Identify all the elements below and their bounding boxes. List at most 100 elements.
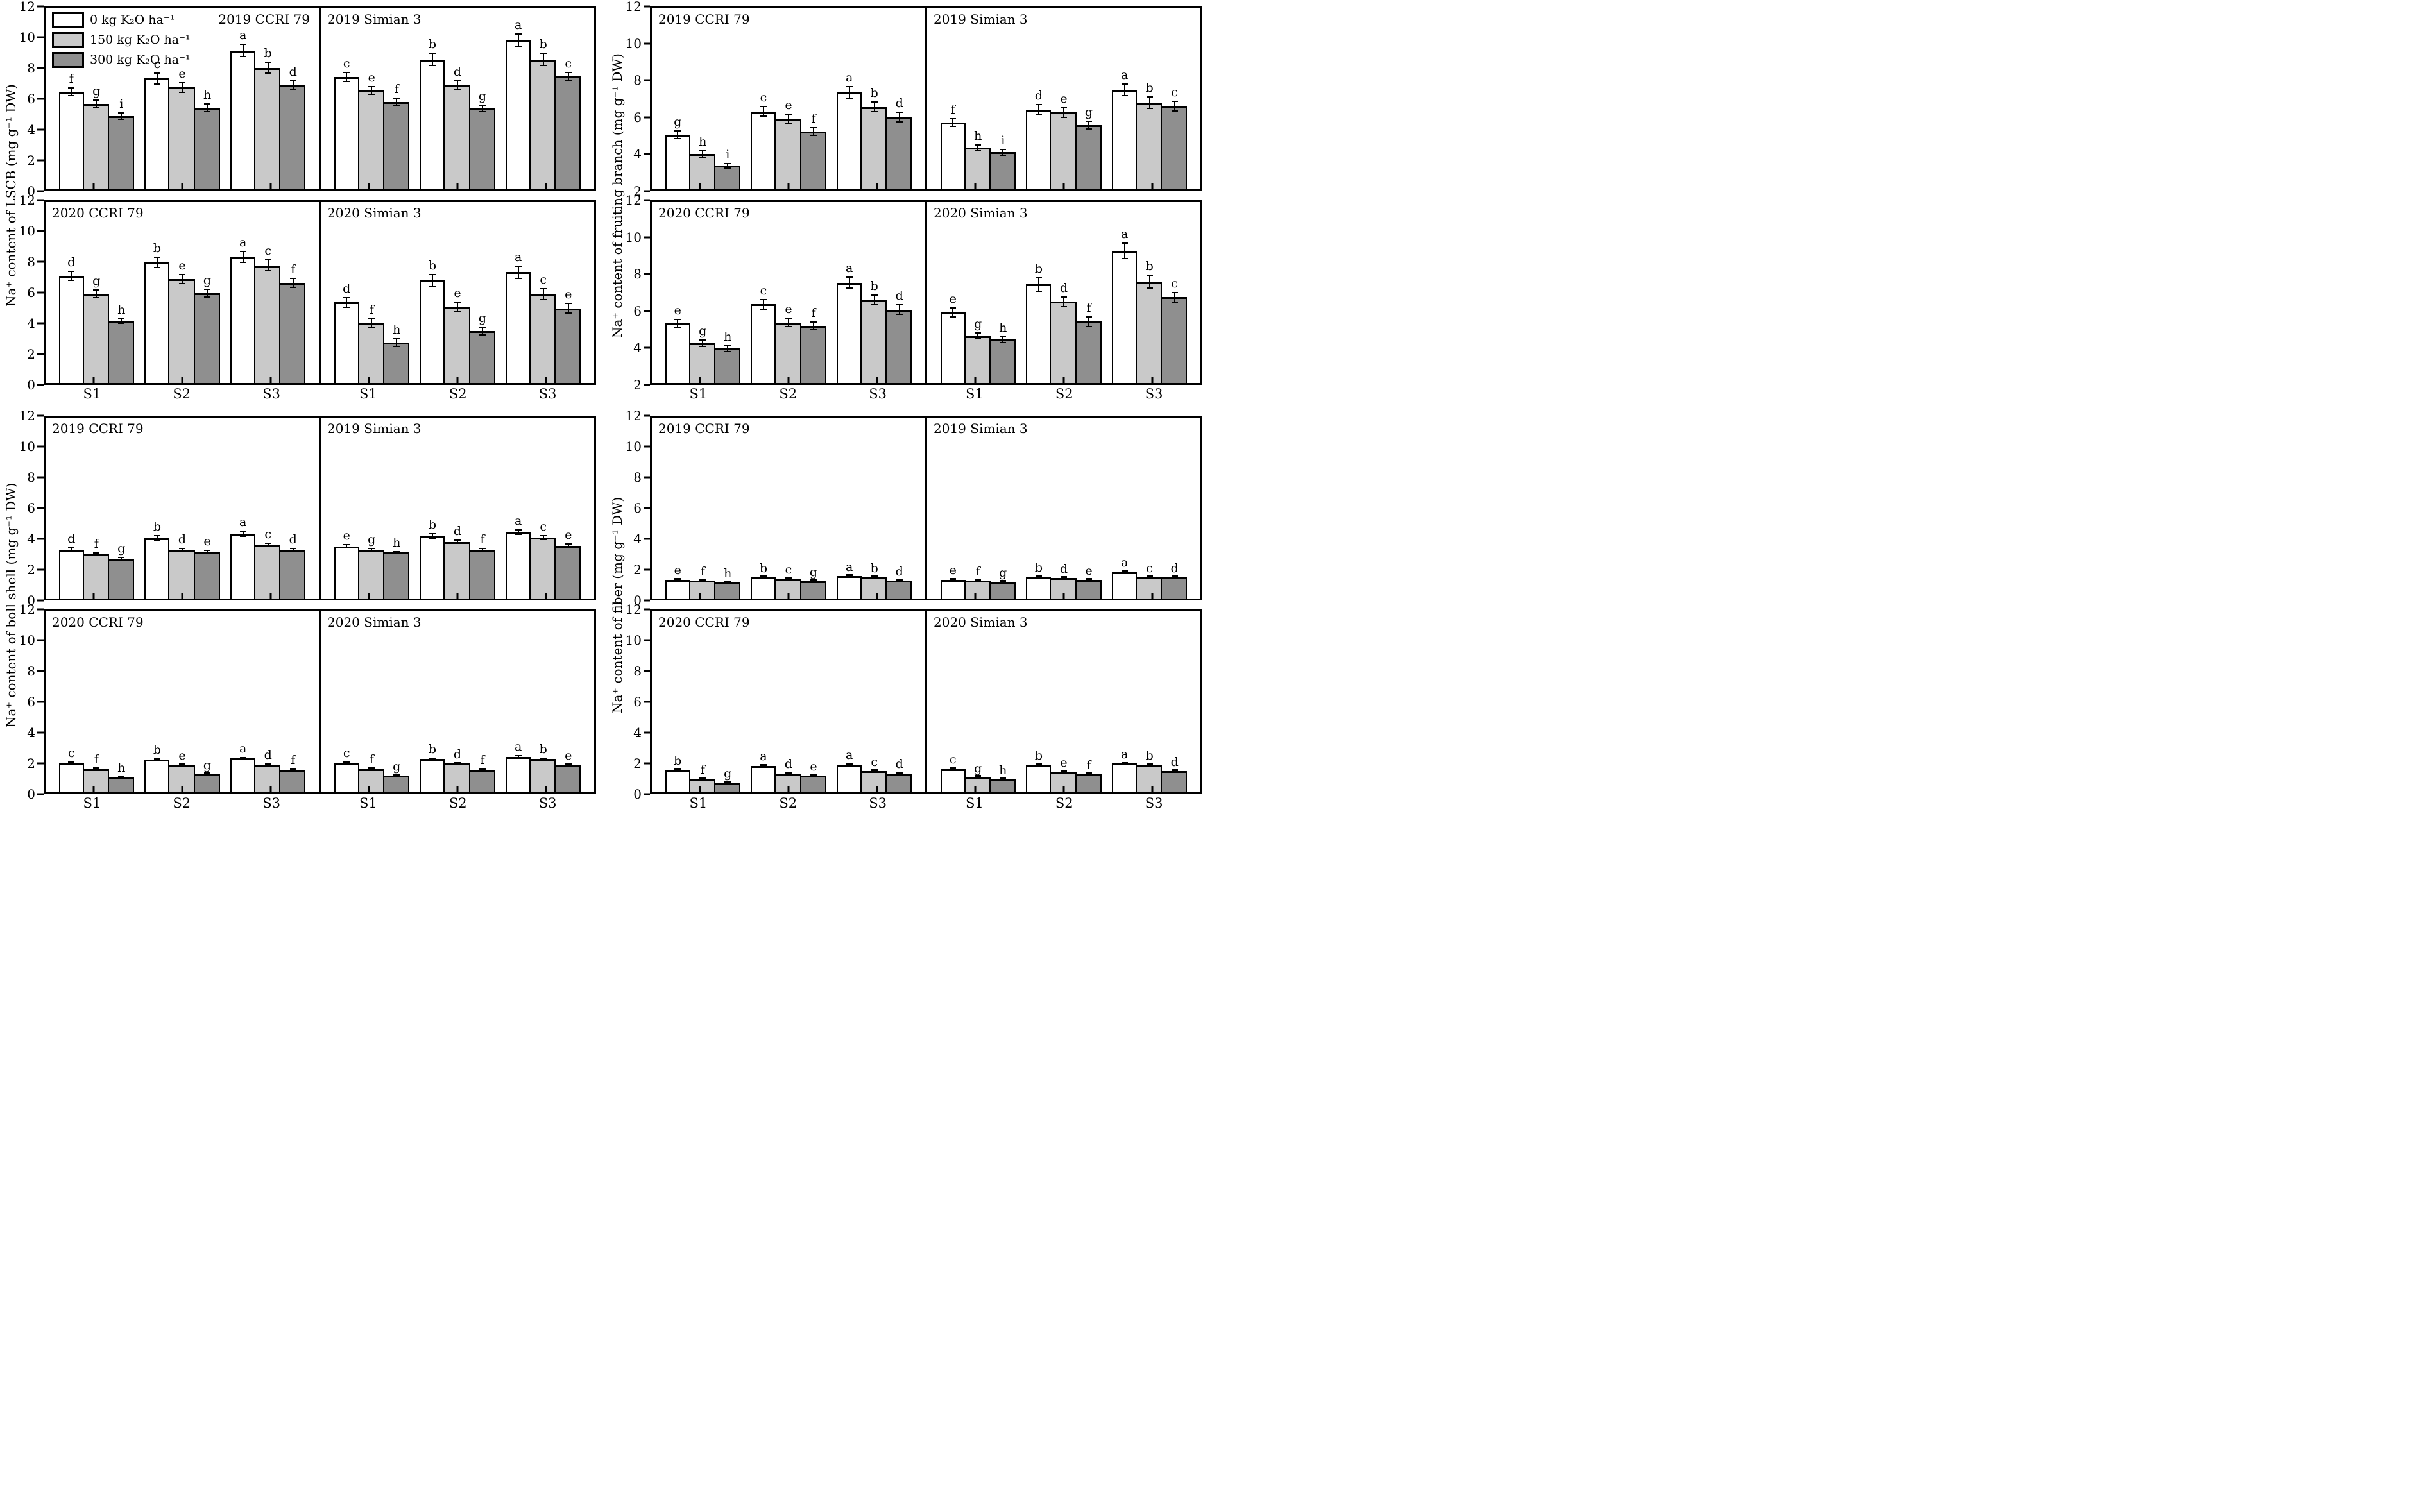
x-category-label: S3 xyxy=(262,795,281,811)
y-tick-label: 6 xyxy=(633,694,642,709)
panel-lscb-2019-ccri-79: 2019 CCRI 79 0 kg K₂O ha⁻¹ 150 kg K₂O ha⁻¹… xyxy=(46,8,319,189)
bar-group-s1: d g h xyxy=(58,202,134,383)
y-tick-mark xyxy=(644,346,650,349)
error-bar xyxy=(454,302,461,312)
bar-series-2 xyxy=(885,117,912,189)
bar-series-1 xyxy=(357,549,384,599)
bar-wrap: g xyxy=(665,8,690,189)
bar-wrap: f xyxy=(279,202,306,383)
y-tick-label: 12 xyxy=(625,602,642,617)
x-tick-mark xyxy=(545,377,547,383)
y-tick-label: 8 xyxy=(27,663,35,679)
bar-series-1 xyxy=(860,106,887,189)
bar-series-1 xyxy=(254,545,281,599)
bar-group-s1: g h i xyxy=(665,8,740,189)
y-tick-mark xyxy=(37,230,44,232)
error-bar xyxy=(204,289,210,298)
bar-group-s3: a b c xyxy=(1112,202,1188,383)
bar-series-2 xyxy=(799,776,826,792)
panel-boll-shell-2019-simian-3: 2019 Simian 3 e g h b d f a c e xyxy=(319,418,594,599)
bar-series-1 xyxy=(529,759,556,792)
panel-row: 2020 CCRI 79 c f h b e g a d f 2020 Simian 3 c f g b d f… xyxy=(44,609,596,794)
bar-wrap: g xyxy=(193,202,220,383)
bar-series-1 xyxy=(774,119,801,189)
bar-series-2 xyxy=(885,773,912,792)
bar-series-2 xyxy=(989,152,1016,189)
y-tick-label: 10 xyxy=(625,633,642,648)
panel-lscb-2019-simian-3: 2019 Simian 3 c e f b d g a b c xyxy=(319,8,594,189)
y-tick-label: 8 xyxy=(633,72,642,89)
panel-title: 2019 CCRI 79 xyxy=(658,421,750,436)
sig-letter: c xyxy=(949,752,957,767)
y-tick-mark xyxy=(37,291,44,294)
bar-series-0 xyxy=(751,577,776,599)
bar-wrap: g xyxy=(964,611,991,792)
bar-wrap: c xyxy=(529,418,556,599)
bar-wrap: a xyxy=(506,418,531,599)
error-bar xyxy=(724,780,731,783)
bar-series-1 xyxy=(82,294,109,383)
sig-letter: e xyxy=(454,286,461,301)
y-tick-label: 12 xyxy=(625,192,642,208)
bar-wrap: b xyxy=(420,202,445,383)
bar-series-2 xyxy=(1075,124,1102,189)
bar-group-s3: a b c xyxy=(1112,8,1188,189)
panel-fiber-2020-simian-3: 2020 Simian 3 c g h b e f a b d xyxy=(925,611,1200,792)
error-bar xyxy=(515,265,522,279)
bar-series-2 xyxy=(554,76,581,189)
bar-wrap: a xyxy=(837,611,862,792)
sig-letter: e xyxy=(368,71,375,85)
sig-letter: e xyxy=(1085,563,1093,578)
error-bar xyxy=(479,326,486,336)
x-tick-mark xyxy=(368,593,370,599)
bar-wrap: a xyxy=(506,8,531,189)
bar-series-2 xyxy=(279,769,306,792)
error-bar xyxy=(454,762,461,765)
bar-series-1 xyxy=(82,554,109,599)
bar-series-1 xyxy=(688,778,715,792)
y-tick-label: 10 xyxy=(19,223,35,239)
bar-wrap: f xyxy=(799,202,826,383)
bar-series-2 xyxy=(279,550,306,599)
sig-letter: h xyxy=(999,320,1007,335)
bar-wrap: g xyxy=(468,202,495,383)
bar-wrap: g xyxy=(468,8,495,189)
error-bar xyxy=(1171,769,1178,772)
error-bar xyxy=(1086,772,1092,775)
error-bar xyxy=(565,543,572,548)
bar-series-1 xyxy=(357,323,384,383)
y-tick-label: 0 xyxy=(27,183,35,199)
error-bar xyxy=(68,87,75,97)
y-tick-label: 10 xyxy=(19,439,35,454)
bar-wrap: g xyxy=(382,611,409,792)
sig-letter: d xyxy=(67,255,76,269)
x-tick-mark xyxy=(1151,377,1154,383)
bar-group-s2: b e g xyxy=(144,202,220,383)
error-bar xyxy=(68,270,75,282)
bar-series-0 xyxy=(665,135,690,189)
y-tick-mark xyxy=(37,190,44,192)
bar-wrap: a xyxy=(1112,418,1138,599)
bar-series-0 xyxy=(751,111,776,189)
error-bar xyxy=(1060,576,1067,579)
error-bar xyxy=(1171,291,1178,303)
sig-letter: f xyxy=(1086,300,1091,315)
bar-series-1 xyxy=(254,265,281,383)
bar-wrap: d xyxy=(58,418,84,599)
sig-letter: h xyxy=(393,322,401,337)
error-bar xyxy=(674,577,681,581)
panel-title: 2020 Simian 3 xyxy=(327,205,422,221)
error-bar xyxy=(950,577,957,581)
bar-groups: d f g b d e a c d xyxy=(46,418,319,599)
error-bar xyxy=(515,529,522,536)
bar-wrap: g xyxy=(107,418,134,599)
y-tick-mark xyxy=(644,701,650,703)
error-bar xyxy=(871,294,878,305)
error-bar xyxy=(289,548,296,553)
error-bar xyxy=(1086,316,1092,327)
sig-letter: b xyxy=(1145,259,1154,273)
